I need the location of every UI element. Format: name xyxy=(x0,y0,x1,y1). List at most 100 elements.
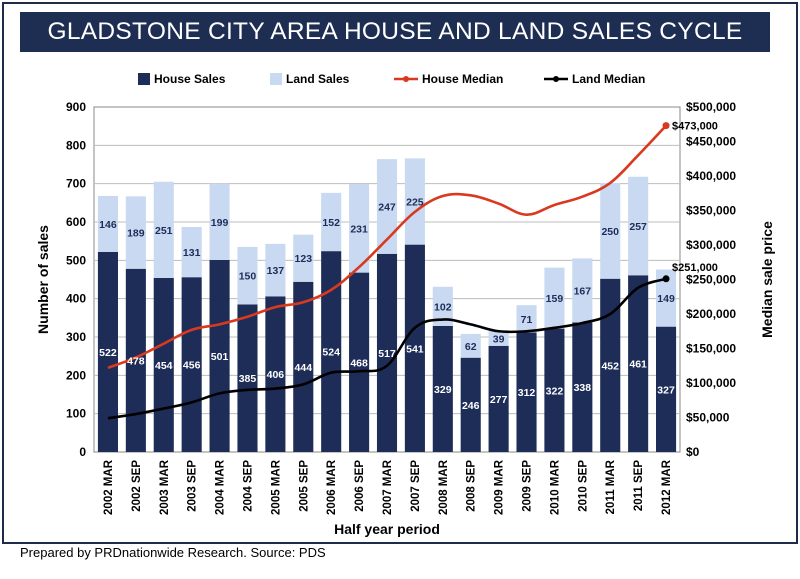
y-tick-label: 600 xyxy=(66,215,86,229)
bar-land-sales xyxy=(488,330,509,346)
bar-land-sales xyxy=(97,195,118,252)
bar-house-sales xyxy=(432,325,453,452)
x-tick-label: 2007 MAR xyxy=(382,459,394,515)
bar-land-sales xyxy=(404,158,425,245)
x-tick-label: 2004 SEP xyxy=(242,460,254,512)
bar-land-sales xyxy=(209,183,230,260)
bar-house-sales xyxy=(544,328,565,452)
y-tick-label: 700 xyxy=(66,177,86,191)
y-right-tick-label: $250,000 xyxy=(686,273,736,287)
bar-house-sales xyxy=(181,277,202,452)
x-axis-title: Half year period xyxy=(334,521,440,537)
land-sales-data-label: 152 xyxy=(322,217,340,229)
land-sales-data-label: 251 xyxy=(155,225,173,237)
house-sales-data-label: 452 xyxy=(601,360,619,372)
house-sales-data-label: 312 xyxy=(518,387,536,399)
house-sales-data-label: 329 xyxy=(434,384,452,396)
land-sales-data-label: 189 xyxy=(127,228,145,240)
bar-land-sales xyxy=(432,286,453,326)
land-median-end-label: $251,000 xyxy=(672,262,718,274)
y-right-axis-title: Median sale price xyxy=(759,221,775,338)
house-sales-data-label: 522 xyxy=(99,347,117,359)
bar-house-sales xyxy=(97,251,118,452)
bar-land-sales xyxy=(125,196,146,269)
bar-land-sales xyxy=(349,184,370,273)
house-sales-data-label: 338 xyxy=(574,382,592,394)
bar-land-sales xyxy=(321,192,342,252)
y-tick-label: 0 xyxy=(79,445,86,459)
land-sales-data-label: 257 xyxy=(629,221,647,233)
land-median-line-end-marker xyxy=(662,275,670,283)
land-sales-data-label: 62 xyxy=(465,341,477,353)
bar-house-sales xyxy=(125,268,146,452)
legend-label: House Sales xyxy=(154,72,226,86)
bar-land-sales xyxy=(181,226,202,278)
y-tick-label: 300 xyxy=(66,330,86,344)
bar-house-sales xyxy=(376,253,398,452)
x-tick-label: 2011 SEP xyxy=(633,460,645,511)
land-sales-data-label: 131 xyxy=(183,247,201,259)
house-sales-data-label: 478 xyxy=(127,355,145,367)
bar-land-sales xyxy=(600,182,621,279)
land-sales-data-label: 137 xyxy=(267,265,285,277)
land-sales-data-label: 146 xyxy=(99,219,117,231)
house-sales-data-label: 456 xyxy=(183,360,201,372)
house-sales-data-label: 517 xyxy=(378,348,396,360)
chart-title: GLADSTONE CITY AREA HOUSE AND LAND SALES… xyxy=(47,18,743,45)
bar-house-sales xyxy=(572,322,593,452)
y-tick-label: 800 xyxy=(66,138,86,152)
legend-label: House Median xyxy=(422,72,503,86)
house-sales-data-label: 327 xyxy=(657,384,675,396)
x-tick-label: 2008 MAR xyxy=(438,459,450,515)
y-tick-label: 200 xyxy=(66,368,86,382)
x-tick-label: 2002 SEP xyxy=(131,460,143,512)
house-sales-data-label: 468 xyxy=(350,357,368,369)
legend-label: Land Sales xyxy=(286,72,350,86)
bar-house-sales xyxy=(321,251,342,452)
x-tick-label: 2005 SEP xyxy=(298,460,310,512)
land-sales-data-label: 71 xyxy=(521,314,533,326)
x-tick-label: 2005 MAR xyxy=(270,459,282,515)
house-sales-data-label: 277 xyxy=(490,394,508,406)
x-tick-label: 2003 MAR xyxy=(159,459,171,515)
bar-land-sales xyxy=(516,305,537,333)
land-sales-data-label: 159 xyxy=(546,293,564,305)
x-tick-label: 2008 SEP xyxy=(466,460,478,512)
x-tick-label: 2009 SEP xyxy=(522,460,534,512)
y-right-tick-label: $500,000 xyxy=(686,100,736,114)
land-sales-data-label: 149 xyxy=(657,293,675,305)
house-sales-data-label: 541 xyxy=(406,343,424,355)
house-sales-data-label: 461 xyxy=(629,359,647,371)
house-sales-data-label: 454 xyxy=(155,360,173,372)
y-right-tick-label: $200,000 xyxy=(686,307,736,321)
bar-land-sales xyxy=(572,258,593,323)
house-sales-data-label: 322 xyxy=(546,385,564,397)
bar-house-sales xyxy=(628,275,649,452)
house-sales-data-label: 444 xyxy=(295,362,313,374)
house-median-end-label: $473,000 xyxy=(672,121,718,133)
house-sales-data-label: 501 xyxy=(211,351,229,363)
y-tick-label: 100 xyxy=(66,407,86,421)
y-right-tick-label: $300,000 xyxy=(686,238,736,252)
y-right-tick-label: $450,000 xyxy=(686,135,736,149)
house-sales-data-label: 524 xyxy=(322,347,340,359)
land-sales-data-label: 250 xyxy=(601,226,619,238)
land-sales-data-label: 167 xyxy=(574,285,592,297)
bar-house-sales xyxy=(265,296,286,452)
title-banner: GLADSTONE CITY AREA HOUSE AND LAND SALES… xyxy=(20,12,770,52)
x-tick-label: 2010 SEP xyxy=(577,460,589,512)
land-sales-data-label: 247 xyxy=(378,201,396,213)
x-tick-label: 2003 SEP xyxy=(187,460,199,512)
house-sales-data-label: 406 xyxy=(267,369,285,381)
x-tick-label: 2010 MAR xyxy=(549,459,561,515)
y-right-tick-label: $50,000 xyxy=(686,411,730,425)
legend-marker-3 xyxy=(553,76,559,82)
land-median-line xyxy=(107,277,667,420)
bar-house-sales xyxy=(488,345,509,452)
bar-land-sales xyxy=(460,333,481,358)
x-tick-label: 2006 MAR xyxy=(326,459,338,515)
x-tick-label: 2012 MAR xyxy=(661,459,673,515)
bar-land-sales xyxy=(656,269,677,327)
land-sales-data-label: 102 xyxy=(434,301,452,313)
land-sales-data-label: 225 xyxy=(406,196,424,208)
